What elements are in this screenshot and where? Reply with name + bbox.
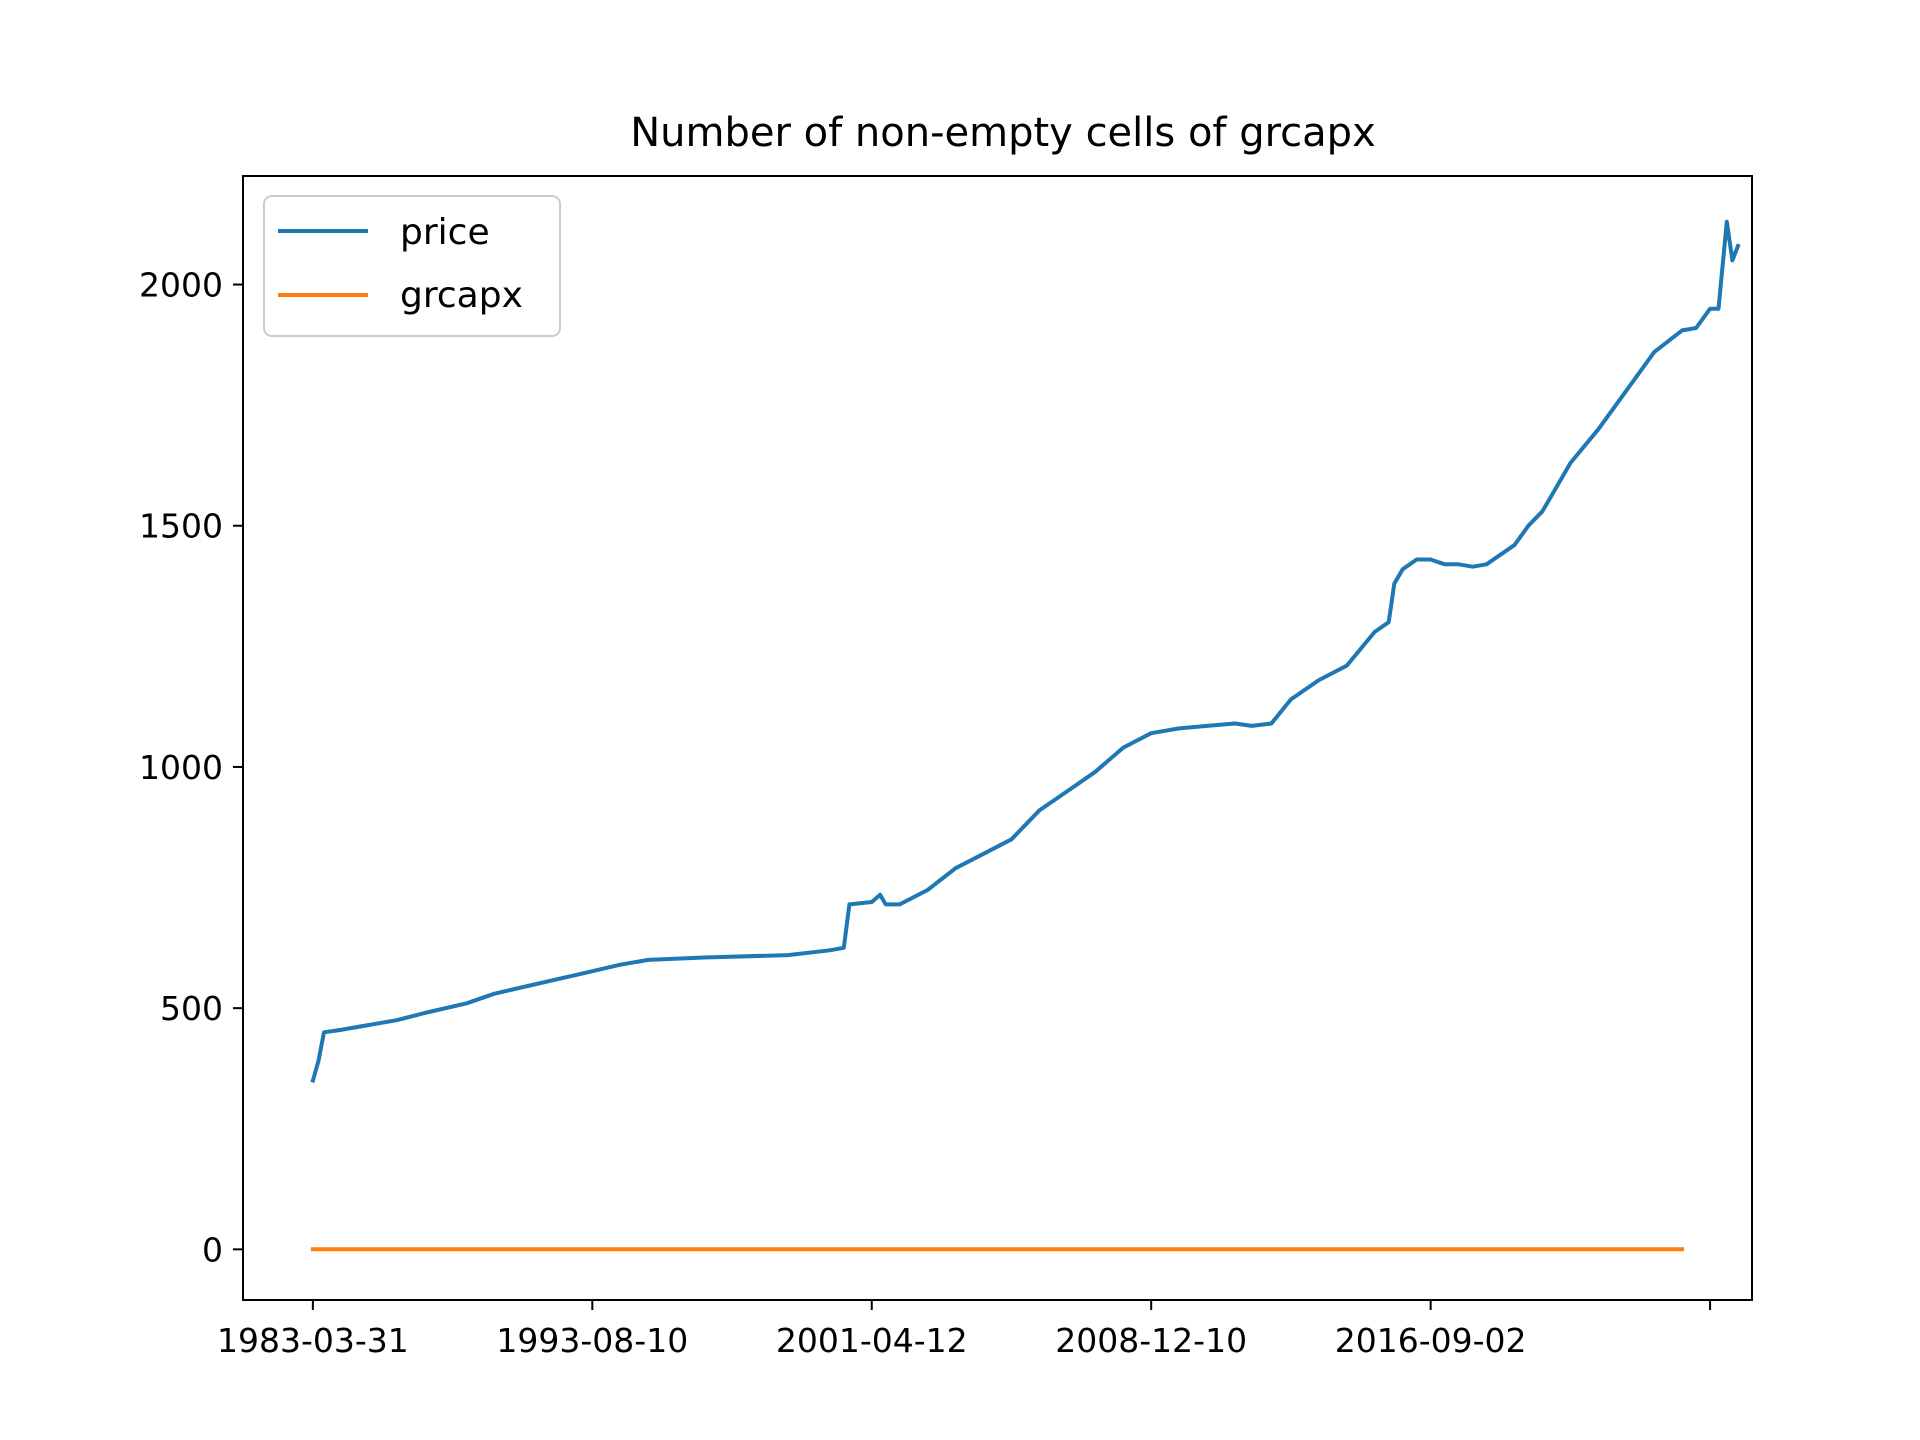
y-tick-label: 1500 xyxy=(139,507,223,546)
y-tick-label: 1000 xyxy=(139,748,223,787)
plot-frame xyxy=(242,175,1753,1301)
x-tick-label: 2016-09-02 xyxy=(1335,1321,1527,1360)
y-axis: 0 500 1000 1500 2000 xyxy=(139,266,243,1269)
legend-label-grcapx: grcapx xyxy=(400,275,523,316)
chart-title: Number of non-empty cells of grcapx xyxy=(630,110,1376,156)
x-tick-label: 2008-12-10 xyxy=(1055,1321,1247,1360)
y-tick-label: 2000 xyxy=(139,266,223,305)
x-tick-label: 2001-04-12 xyxy=(776,1321,968,1360)
x-axis: 1983-03-31 1993-08-10 2001-04-12 2008-12-10… xyxy=(217,1300,1712,1360)
x-tick-label: 1993-08-10 xyxy=(496,1321,688,1360)
legend: price grcapx xyxy=(263,195,561,337)
legend-label-price: price xyxy=(400,212,490,253)
plot-area xyxy=(310,219,1741,1252)
y-tick-label: 500 xyxy=(160,989,223,1028)
x-tick-label: 1983-03-31 xyxy=(217,1321,409,1360)
series-line-price xyxy=(310,219,1741,1083)
y-tick-label: 0 xyxy=(202,1230,223,1269)
